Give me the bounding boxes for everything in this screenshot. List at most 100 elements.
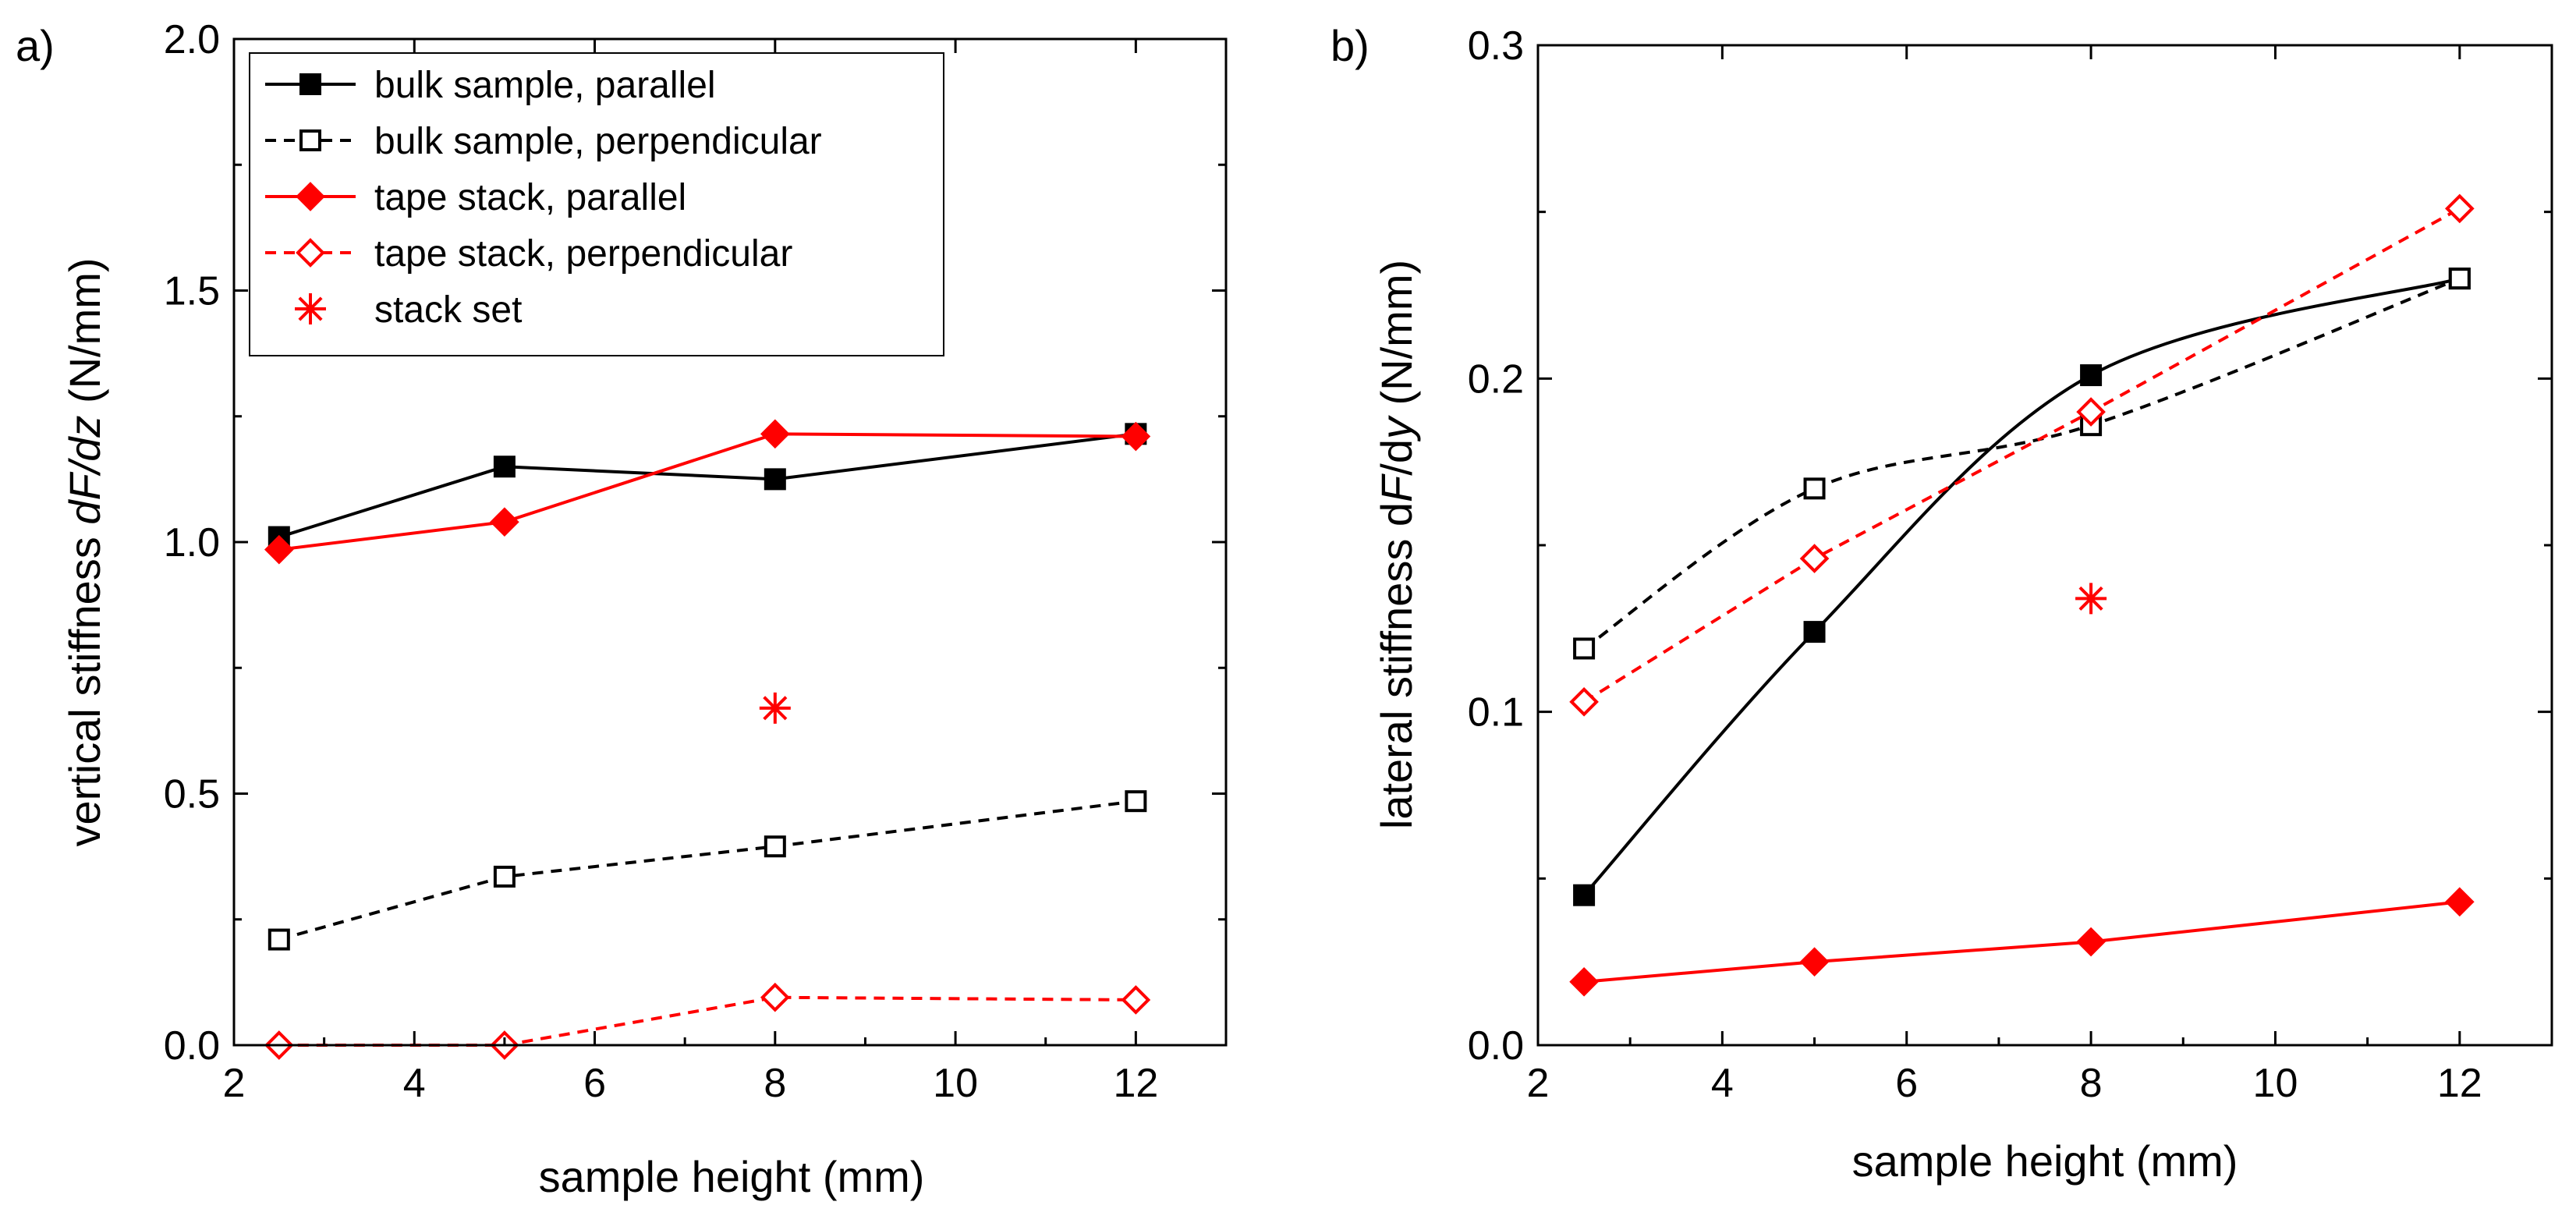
panel-b-y-axis-label: lateral stiffness dF/dy (N/mm) — [1372, 260, 1421, 829]
panel-b-y-label-suffix: (N/mm) — [1372, 260, 1421, 417]
panel-a-y-label-italic: dF/dz — [60, 416, 109, 525]
legend-entry-0-label: bulk sample, parallel — [374, 65, 716, 106]
panel-b-series-3-point — [2076, 397, 2106, 427]
panel-a-y-tick-label: 0.0 — [164, 1023, 220, 1069]
panel-a-series-4 — [759, 692, 791, 724]
panel-b-series-2-point — [1569, 966, 1599, 997]
panel-b-label: b) — [1331, 21, 1369, 70]
legend-entry-4-label: stack set — [374, 289, 522, 331]
legend-entry-0-marker — [299, 73, 321, 95]
panel-a-series-1-point — [764, 835, 786, 858]
panel-b-y-tick-label: 0.0 — [1468, 1023, 1524, 1069]
panel-a-chart: a) 2 4 6 8 10 12 0.0 0.5 1.0 1.5 2.0 sample height… — [16, 17, 1228, 1201]
panel-a-label: a) — [16, 21, 55, 70]
legend-entry-3: tape stack, perpendicular — [265, 233, 792, 275]
panel-b-plot-frame — [1536, 44, 2553, 1047]
legend-entry-1-label: bulk sample, perpendicular — [374, 121, 822, 162]
panel-a-series-1-line — [278, 799, 1136, 941]
panel-a-series-1-point — [493, 865, 516, 888]
panel-a-y-tick-label: 1.5 — [164, 269, 220, 314]
panel-a-y-tick-label: 2.0 — [164, 17, 220, 62]
legend-entry-2-marker — [296, 182, 325, 211]
panel-b-series-4-point — [2075, 583, 2107, 615]
panel-b-y-label-italic2: y — [1372, 415, 1421, 442]
panel-b-series-0 — [1573, 268, 2471, 906]
legend: bulk sample, parallel bulk sample, perpen… — [249, 52, 944, 356]
panel-b-series-3 — [1569, 193, 2475, 717]
panel-a-series-1-point — [268, 928, 290, 951]
panel-a-x-tick-label: 6 — [583, 1061, 606, 1106]
panel-b-y-label-mid: /d — [1372, 439, 1421, 476]
panel-b-series-1-point — [2448, 268, 2471, 290]
panel-a-series-3-point — [760, 982, 790, 1012]
legend-entry-2-label: tape stack, parallel — [374, 177, 686, 218]
panel-a-x-tick-label: 4 — [403, 1061, 426, 1106]
panel-b-series-3-point — [1569, 687, 1599, 717]
panel-b-series-0-point — [1573, 884, 1596, 906]
panel-b-series-0-line — [1582, 277, 2461, 897]
panel-b-series-3-point — [1799, 544, 1830, 573]
panel-a-series-3 — [264, 982, 1151, 1060]
legend-entry-4-marker — [295, 293, 326, 324]
panel-b-series-2-point — [2076, 927, 2106, 957]
panel-a-x-tick-label: 12 — [1113, 1061, 1158, 1106]
panel-a-y-label-prefix: vertical stiffness — [60, 525, 109, 847]
panel-b-x-tick-label: 6 — [1895, 1061, 1918, 1106]
panel-a-series-3-line — [278, 995, 1136, 1047]
panel-b-x-tick-label: 4 — [1711, 1061, 1734, 1106]
panel-b-series-3-line — [1583, 207, 2461, 704]
panel-b-series-2 — [1569, 887, 2475, 997]
panel-a-series-1 — [268, 790, 1147, 951]
legend-entry-0: bulk sample, parallel — [265, 65, 716, 106]
panel-b-series-1 — [1573, 268, 2471, 660]
panel-a-y-tick-label: 0.5 — [164, 772, 220, 817]
panel-b-series-0-point — [1803, 621, 1826, 643]
panel-a-x-tick-label: 10 — [933, 1061, 978, 1106]
panel-b-y-tick-label: 0.3 — [1468, 23, 1524, 69]
panel-b-series-4 — [2075, 583, 2107, 615]
panel-a-x-axis-label: sample height (mm) — [539, 1152, 925, 1201]
panel-a-series-0 — [268, 423, 1147, 548]
panel-a-series-2-point — [1121, 421, 1151, 452]
panel-b-series-1-point — [1803, 477, 1826, 500]
legend-entry-3-label: tape stack, perpendicular — [374, 233, 792, 275]
panel-a-x-tick-label: 8 — [764, 1061, 786, 1106]
panel-b-x-tick-label: 12 — [2437, 1061, 2482, 1106]
panel-a-series-2-point — [490, 507, 519, 537]
panel-b-y-label-prefix: lateral stiffness d — [1372, 502, 1421, 829]
panel-b-series-0-point — [2080, 364, 2103, 387]
panel-b-series-3-point — [2444, 193, 2475, 224]
panel-a-series-0-point — [764, 468, 786, 491]
panel-a-series-0-line — [278, 432, 1136, 539]
panel-a-y-label-suffix: (N/mm) — [60, 257, 109, 415]
panel-a-series-1-point — [1125, 790, 1147, 813]
panel-a-series-2-point — [264, 534, 294, 565]
panel-b-x-tick-label: 8 — [2080, 1061, 2103, 1106]
panel-a-y-tick-label: 1.0 — [164, 520, 220, 565]
legend-entry-3-marker — [296, 238, 325, 268]
panel-a-y-axis-label: vertical stiffness dF/dz (N/mm) — [60, 257, 109, 846]
panel-a-series-2 — [264, 419, 1151, 565]
panel-a-series-2-line — [278, 432, 1136, 551]
panel-b-series-1-line — [1582, 277, 2461, 650]
legend-entry-2: tape stack, parallel — [265, 177, 686, 218]
panel-a-series-3-point — [1121, 985, 1151, 1015]
panel-b-y-tick-label: 0.2 — [1468, 356, 1524, 402]
panel-b-chart: b) 2 4 6 8 10 12 0.0 0.1 0.2 0.3 sample height (m… — [1331, 21, 2553, 1186]
panel-a-series-0-point — [493, 456, 516, 478]
panel-b-series-2-point — [1799, 947, 1830, 977]
legend-entry-4: stack set — [295, 289, 522, 331]
panel-b-x-axis-label: sample height (mm) — [1852, 1136, 2238, 1186]
panel-b-series-2-line — [1583, 900, 2461, 984]
panel-b-series-2-point — [2444, 887, 2475, 917]
panel-a-x-tick-label: 2 — [223, 1061, 246, 1106]
panel-b-x-tick-label: 2 — [1527, 1061, 1550, 1106]
legend-entry-1: bulk sample, perpendicular — [265, 121, 822, 162]
panel-a-series-4-point — [759, 692, 791, 724]
panel-b-y-tick-label: 0.1 — [1468, 690, 1524, 736]
panel-a-series-2-point — [760, 419, 790, 449]
panel-b-y-label-italic: F — [1372, 473, 1421, 502]
panel-b-x-tick-label: 10 — [2253, 1061, 2298, 1106]
legend-box — [249, 52, 944, 356]
